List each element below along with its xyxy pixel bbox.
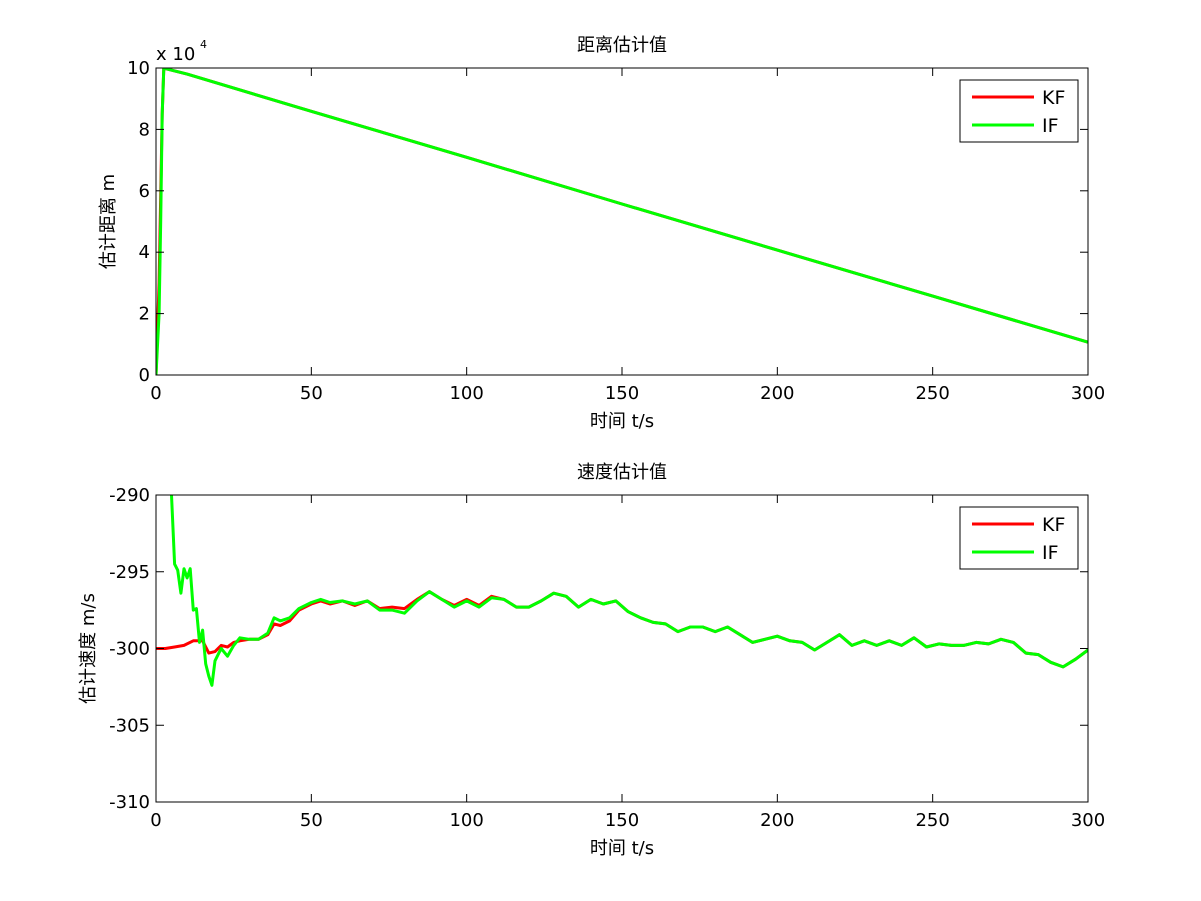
y-tick-label: 8	[139, 119, 150, 140]
legend: KF IF	[959, 79, 1079, 143]
legend: KF IF	[959, 506, 1079, 570]
x-tick-label: 250	[915, 383, 949, 404]
y-tick-label: 10	[127, 58, 150, 79]
x-tick-label: 50	[300, 810, 323, 831]
x-tick-label: 0	[150, 383, 161, 404]
legend-label-kf: KF	[1042, 514, 1065, 536]
plot-area	[156, 68, 1088, 375]
x-tick-label: 300	[1071, 810, 1105, 831]
x-axis-label: 时间 t/s	[590, 838, 654, 859]
legend-label-if: IF	[1042, 115, 1059, 137]
x-tick-label: 150	[605, 383, 639, 404]
series-line-if	[156, 68, 1088, 375]
x-tick-label: 300	[1071, 383, 1105, 404]
legend-label-if: IF	[1042, 542, 1059, 564]
x-axis-label: 时间 t/s	[590, 411, 654, 432]
x-tick-label: 150	[605, 810, 639, 831]
legend-label-kf: KF	[1042, 87, 1065, 109]
x-tick-label: 50	[300, 383, 323, 404]
y-tick-label: -290	[109, 485, 150, 506]
x-tick-label: 100	[449, 810, 483, 831]
x-tick-label: 250	[915, 810, 949, 831]
y-tick-label: -295	[109, 562, 150, 583]
legend-box	[959, 506, 1079, 570]
series-group	[156, 495, 1088, 687]
plot-area	[156, 495, 1088, 802]
y-axis-label: 估计距离 m	[98, 174, 119, 269]
series-line-if	[170, 495, 1088, 687]
velocity-plot: 0 50 100 150 200 250 300 -310 -305 -300 -295 -290 速度…	[78, 462, 1105, 859]
chart-title: 速度估计值	[577, 462, 667, 483]
x-tick-label: 0	[150, 810, 161, 831]
x-tick-label: 200	[760, 383, 794, 404]
x-tick-label: 200	[760, 810, 794, 831]
y-axis-multiplier: x 10	[156, 44, 195, 65]
y-tick-label: -305	[109, 715, 150, 736]
y-axis-multiplier-exponent: 4	[200, 38, 207, 51]
y-tick-label: 6	[139, 181, 150, 202]
y-tick-label: -310	[109, 792, 150, 813]
legend-box	[959, 79, 1079, 143]
x-tick-label: 100	[449, 383, 483, 404]
series-group	[156, 68, 1088, 375]
y-tick-label: 4	[139, 242, 150, 263]
chart-title: 距离估计值	[577, 35, 667, 56]
y-tick-label: 0	[139, 365, 150, 386]
y-tick-label: 2	[139, 304, 150, 325]
y-tick-label: -300	[109, 639, 150, 660]
y-axis-label: 估计速度 m/s	[78, 593, 99, 704]
